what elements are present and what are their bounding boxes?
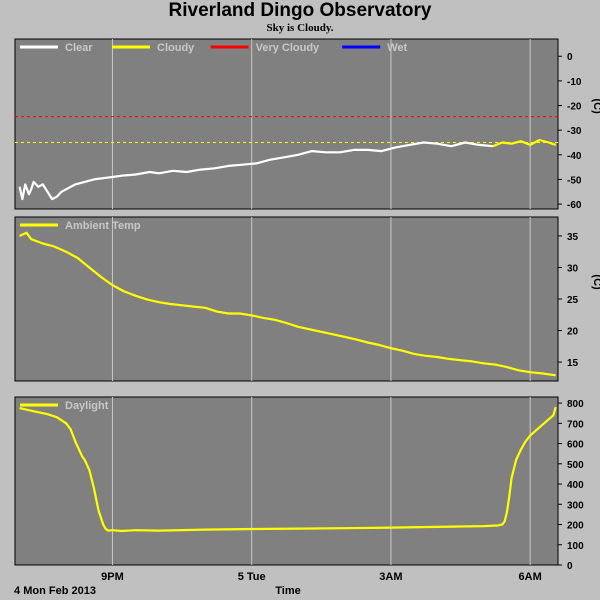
daylight-ytick-label: 100 (567, 541, 584, 552)
x-tick-label: 5 Tue (238, 571, 266, 583)
daylight-legend-label: Daylight (65, 400, 109, 412)
ambient-legend-label: Ambient Temp (65, 220, 141, 232)
sky-ytick-label: 0 (567, 52, 573, 63)
daylight-series-daylight (19, 406, 557, 533)
sky-ytick-label: -40 (567, 151, 582, 162)
ambient-ytick-label: 15 (567, 358, 579, 369)
ambient-series-ambient-temp (19, 231, 556, 377)
sky-ytick-label: -50 (567, 175, 582, 186)
ambient-panel (14, 216, 559, 382)
ambient-ytick-label: 30 (567, 263, 579, 274)
daylight-ytick-label: 800 (567, 399, 584, 410)
sky-ytick-label: -20 (567, 102, 582, 113)
daylight-ytick-label: 200 (567, 521, 584, 532)
daylight-panel (14, 396, 559, 566)
daylight-ytick-label: 700 (567, 419, 584, 430)
x-tick-label: 6AM (519, 571, 542, 583)
x-tick-label: 3AM (379, 571, 402, 583)
ambient-ytick-label: 20 (567, 327, 579, 338)
sky-legend-label: Wet (387, 42, 407, 54)
daylight-ytick-label: 600 (567, 440, 584, 451)
sky-series-clear (18, 141, 494, 201)
sky-status-subtitle: Sky is Cloudy. (266, 22, 334, 34)
sky-ytick-label: -10 (567, 77, 582, 88)
daylight-ytick-label: 300 (567, 500, 584, 511)
sky-ytick-label: -30 (567, 126, 582, 137)
sky-legend-label: Clear (65, 42, 93, 54)
x-tick-label: 9PM (101, 571, 124, 583)
daylight-ytick-label: 500 (567, 460, 584, 471)
ambient-ylabel: (C) (591, 274, 600, 290)
sky-legend-label: Cloudy (157, 42, 195, 54)
daylight-ytick-label: 400 (567, 480, 584, 491)
ambient-ytick-label: 35 (567, 232, 579, 243)
sky-legend-label: Very Cloudy (256, 42, 320, 54)
x-date-label: 4 Mon Feb 2013 (14, 585, 96, 597)
ambient-ytick-label: 25 (567, 295, 579, 306)
sky-series-cloudy (492, 138, 557, 148)
x-axis-title: Time (275, 585, 300, 597)
sky-panel (14, 38, 559, 210)
sky-ytick-label: -60 (567, 200, 582, 211)
sky-ylabel: (C) (591, 99, 600, 115)
daylight-ytick-label: 0 (567, 561, 573, 572)
page-title: Riverland Dingo Observatory (168, 0, 432, 21)
